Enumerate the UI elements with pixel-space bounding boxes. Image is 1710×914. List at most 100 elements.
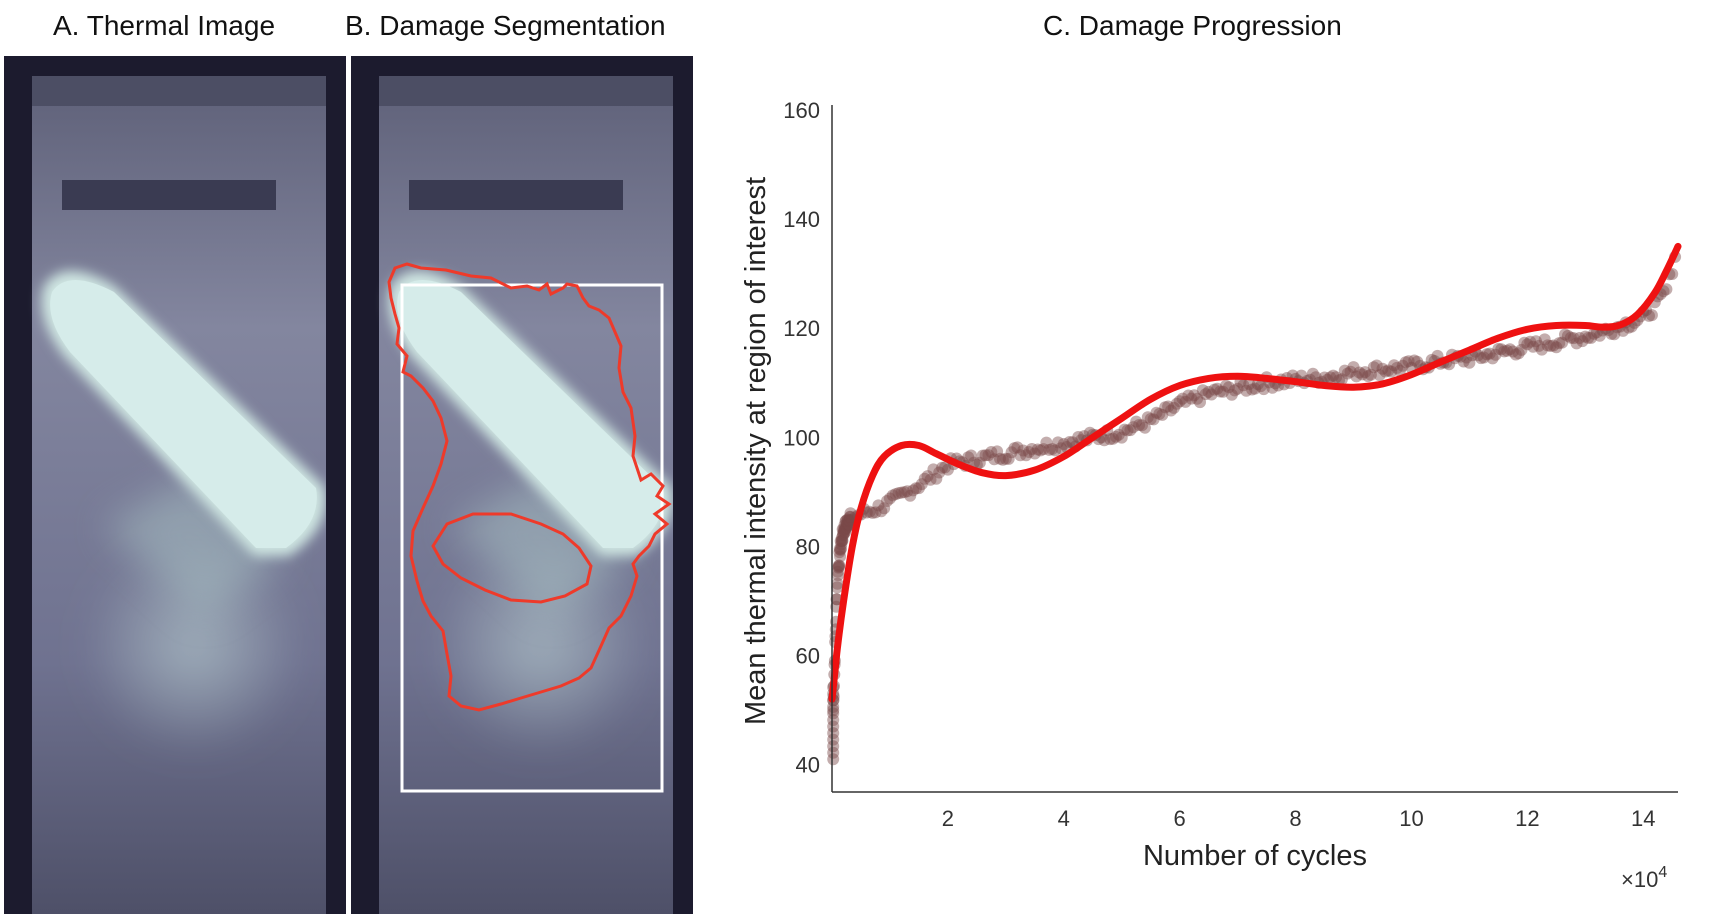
scatter-point [1098, 434, 1111, 447]
scatter-point [1257, 383, 1270, 396]
scatter-point [1240, 384, 1253, 397]
panel-a-title: A. Thermal Image [53, 10, 276, 41]
scatter-point [831, 581, 844, 594]
scatter-point [1559, 328, 1571, 341]
scatter-point [839, 525, 852, 538]
scatter-point [1512, 347, 1525, 360]
scatter-point [1031, 443, 1044, 456]
y-tick-label: 140 [783, 207, 820, 232]
scatter-point [1567, 332, 1580, 345]
scatter-point [999, 452, 1012, 465]
scatter-point [842, 518, 855, 531]
scatter-point [841, 514, 854, 527]
scatter-point [1014, 449, 1027, 462]
scatter-point [1379, 365, 1392, 378]
segmentation-inner-outline [431, 512, 593, 604]
scatter-point [1072, 431, 1085, 443]
scatter-point [889, 488, 902, 501]
scatter-point [838, 519, 851, 532]
x-tick-label: 2 [942, 806, 954, 831]
scatter-point [996, 453, 1009, 466]
scatter-point [907, 484, 920, 497]
scatter-point [1385, 365, 1398, 378]
scatter-point [991, 445, 1004, 458]
scatter-point [1008, 442, 1021, 455]
scatter-point [827, 746, 840, 759]
scatter-point [933, 466, 946, 479]
scatter-point [1579, 330, 1592, 343]
scatter-point [1480, 348, 1493, 361]
scatter-point [910, 482, 922, 495]
scatter-point [1335, 373, 1348, 386]
scatter-point [1266, 381, 1279, 394]
scatter-point [1144, 413, 1157, 425]
scatter-point [1399, 356, 1412, 369]
scatter-point [921, 470, 934, 483]
scatter-point [839, 522, 852, 535]
scatter-point [1472, 349, 1485, 362]
scatter-point [1037, 443, 1050, 456]
scatter-point [1463, 356, 1476, 369]
scatter-point [1254, 380, 1267, 393]
scatter-point [863, 505, 876, 518]
scatter-point [844, 507, 857, 520]
y-tick-labels: 40 60 80 100 120 140 160 [783, 98, 820, 778]
scatter-point [881, 495, 893, 507]
scatter-point [924, 473, 937, 486]
scatter-point [1188, 389, 1201, 402]
scatter-point [1582, 331, 1595, 344]
x-tick-labels: 2 4 6 8 10 12 14 [942, 806, 1656, 831]
scatter-point [1561, 329, 1574, 342]
scatter-point [836, 523, 849, 536]
scatter-point [827, 753, 840, 766]
scatter-point [1225, 388, 1238, 401]
scatter-point [842, 519, 855, 532]
scatter-point [844, 511, 857, 523]
scatter-point [883, 492, 896, 505]
roi-box [400, 283, 664, 793]
scatter-point [841, 513, 854, 526]
scatter-point [838, 523, 851, 536]
scatter-point [1489, 348, 1502, 361]
scatter-point [1112, 428, 1125, 441]
scatter-point [875, 505, 888, 518]
scatter-point [1217, 385, 1230, 398]
scatter-point [832, 561, 845, 574]
scatter-point [1535, 343, 1548, 356]
thermal-image [4, 56, 346, 914]
scatter-point [1475, 352, 1487, 365]
scatter-point [1324, 371, 1337, 384]
scatter-point [827, 700, 840, 713]
scatter-point [878, 502, 891, 515]
scatter-point [1222, 381, 1235, 394]
scatter-point [1115, 431, 1128, 444]
scatter-point [1364, 368, 1377, 381]
scatter-point [1138, 421, 1151, 434]
scatter-point [834, 543, 847, 556]
scatter-point [1185, 392, 1198, 405]
scatter-point [1338, 364, 1351, 377]
scatter-point [1243, 378, 1256, 390]
scatter-point [936, 461, 949, 474]
scatter-point [872, 499, 885, 512]
scatter-point [1202, 385, 1215, 398]
y-tick-label: 80 [796, 534, 820, 559]
scatter-point [1550, 341, 1563, 354]
scatter-point [837, 523, 850, 536]
scatter-point [1608, 328, 1621, 341]
scatter-point [1196, 384, 1209, 397]
scatter-point [1136, 419, 1148, 432]
scatter-point [1556, 336, 1569, 349]
scatter-point [1388, 359, 1401, 372]
x-tick-label: 14 [1631, 806, 1655, 831]
scatter-point [1173, 395, 1186, 408]
scatter-point [840, 519, 853, 531]
damage-segmentation-image [351, 56, 693, 914]
scatter-point [1504, 343, 1516, 356]
scatter-point [1553, 337, 1566, 350]
y-tick-label: 100 [783, 425, 820, 450]
scatter-point [1498, 345, 1511, 358]
scatter-point [1246, 383, 1259, 396]
scatter-point [1194, 396, 1206, 409]
